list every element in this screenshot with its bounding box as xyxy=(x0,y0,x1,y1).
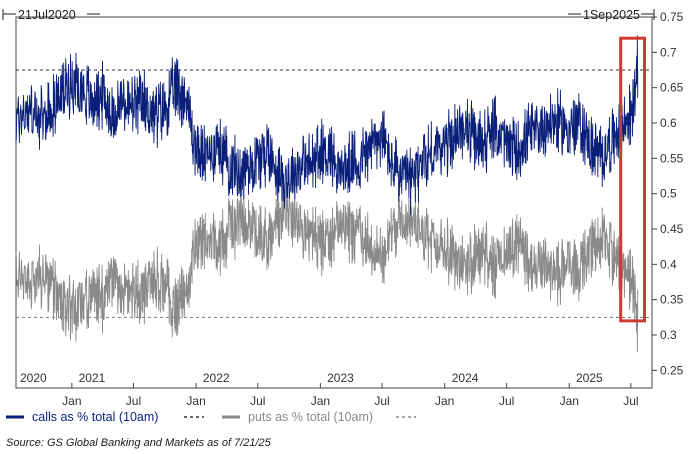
legend-puts-label: puts as % total (10am) xyxy=(248,410,373,424)
source-note: Source: GS Global Banking and Markets as… xyxy=(6,437,272,449)
x-tick-label: Jul xyxy=(374,394,389,408)
y-tick-label: 0.4 xyxy=(660,257,677,271)
range-end-label: 1Sep2025 xyxy=(583,8,640,22)
x-tick-label: Jan xyxy=(435,394,454,408)
y-tick-label: 0.6 xyxy=(660,116,677,130)
year-label: 2023 xyxy=(327,371,354,385)
x-tick-label: Jul xyxy=(250,394,265,408)
x-tick-label: Jan xyxy=(186,394,205,408)
y-tick-label: 0.3 xyxy=(660,328,677,342)
year-label: 2025 xyxy=(576,371,603,385)
range-start-label: 21Jul2020 xyxy=(18,8,76,22)
y-tick-label: 0.55 xyxy=(660,151,684,165)
calls-series-line xyxy=(15,35,639,215)
year-label: 2021 xyxy=(79,371,106,385)
year-label: 2020 xyxy=(20,371,47,385)
x-tick-label: Jul xyxy=(499,394,514,408)
year-label: 2024 xyxy=(452,371,479,385)
y-tick-label: 0.45 xyxy=(660,222,684,236)
x-tick-label: Jan xyxy=(311,394,330,408)
plot-frame xyxy=(15,16,653,389)
legend-calls-label: calls as % total (10am) xyxy=(32,410,158,424)
y-tick-label: 0.65 xyxy=(660,81,684,95)
x-tick-label: Jul xyxy=(126,394,141,408)
y-tick-label: 0.75 xyxy=(660,10,684,24)
y-tick-label: 0.5 xyxy=(660,187,677,201)
x-tick-label: Jul xyxy=(623,394,638,408)
y-tick-label: 0.7 xyxy=(660,45,677,59)
x-tick-label: Jan xyxy=(560,394,579,408)
y-tick-label: 0.25 xyxy=(660,363,684,377)
puts-series-line xyxy=(15,179,639,353)
highlight-box xyxy=(619,36,647,323)
y-tick-label: 0.35 xyxy=(660,293,684,307)
year-label: 2022 xyxy=(203,371,230,385)
x-tick-label: Jan xyxy=(62,394,81,408)
